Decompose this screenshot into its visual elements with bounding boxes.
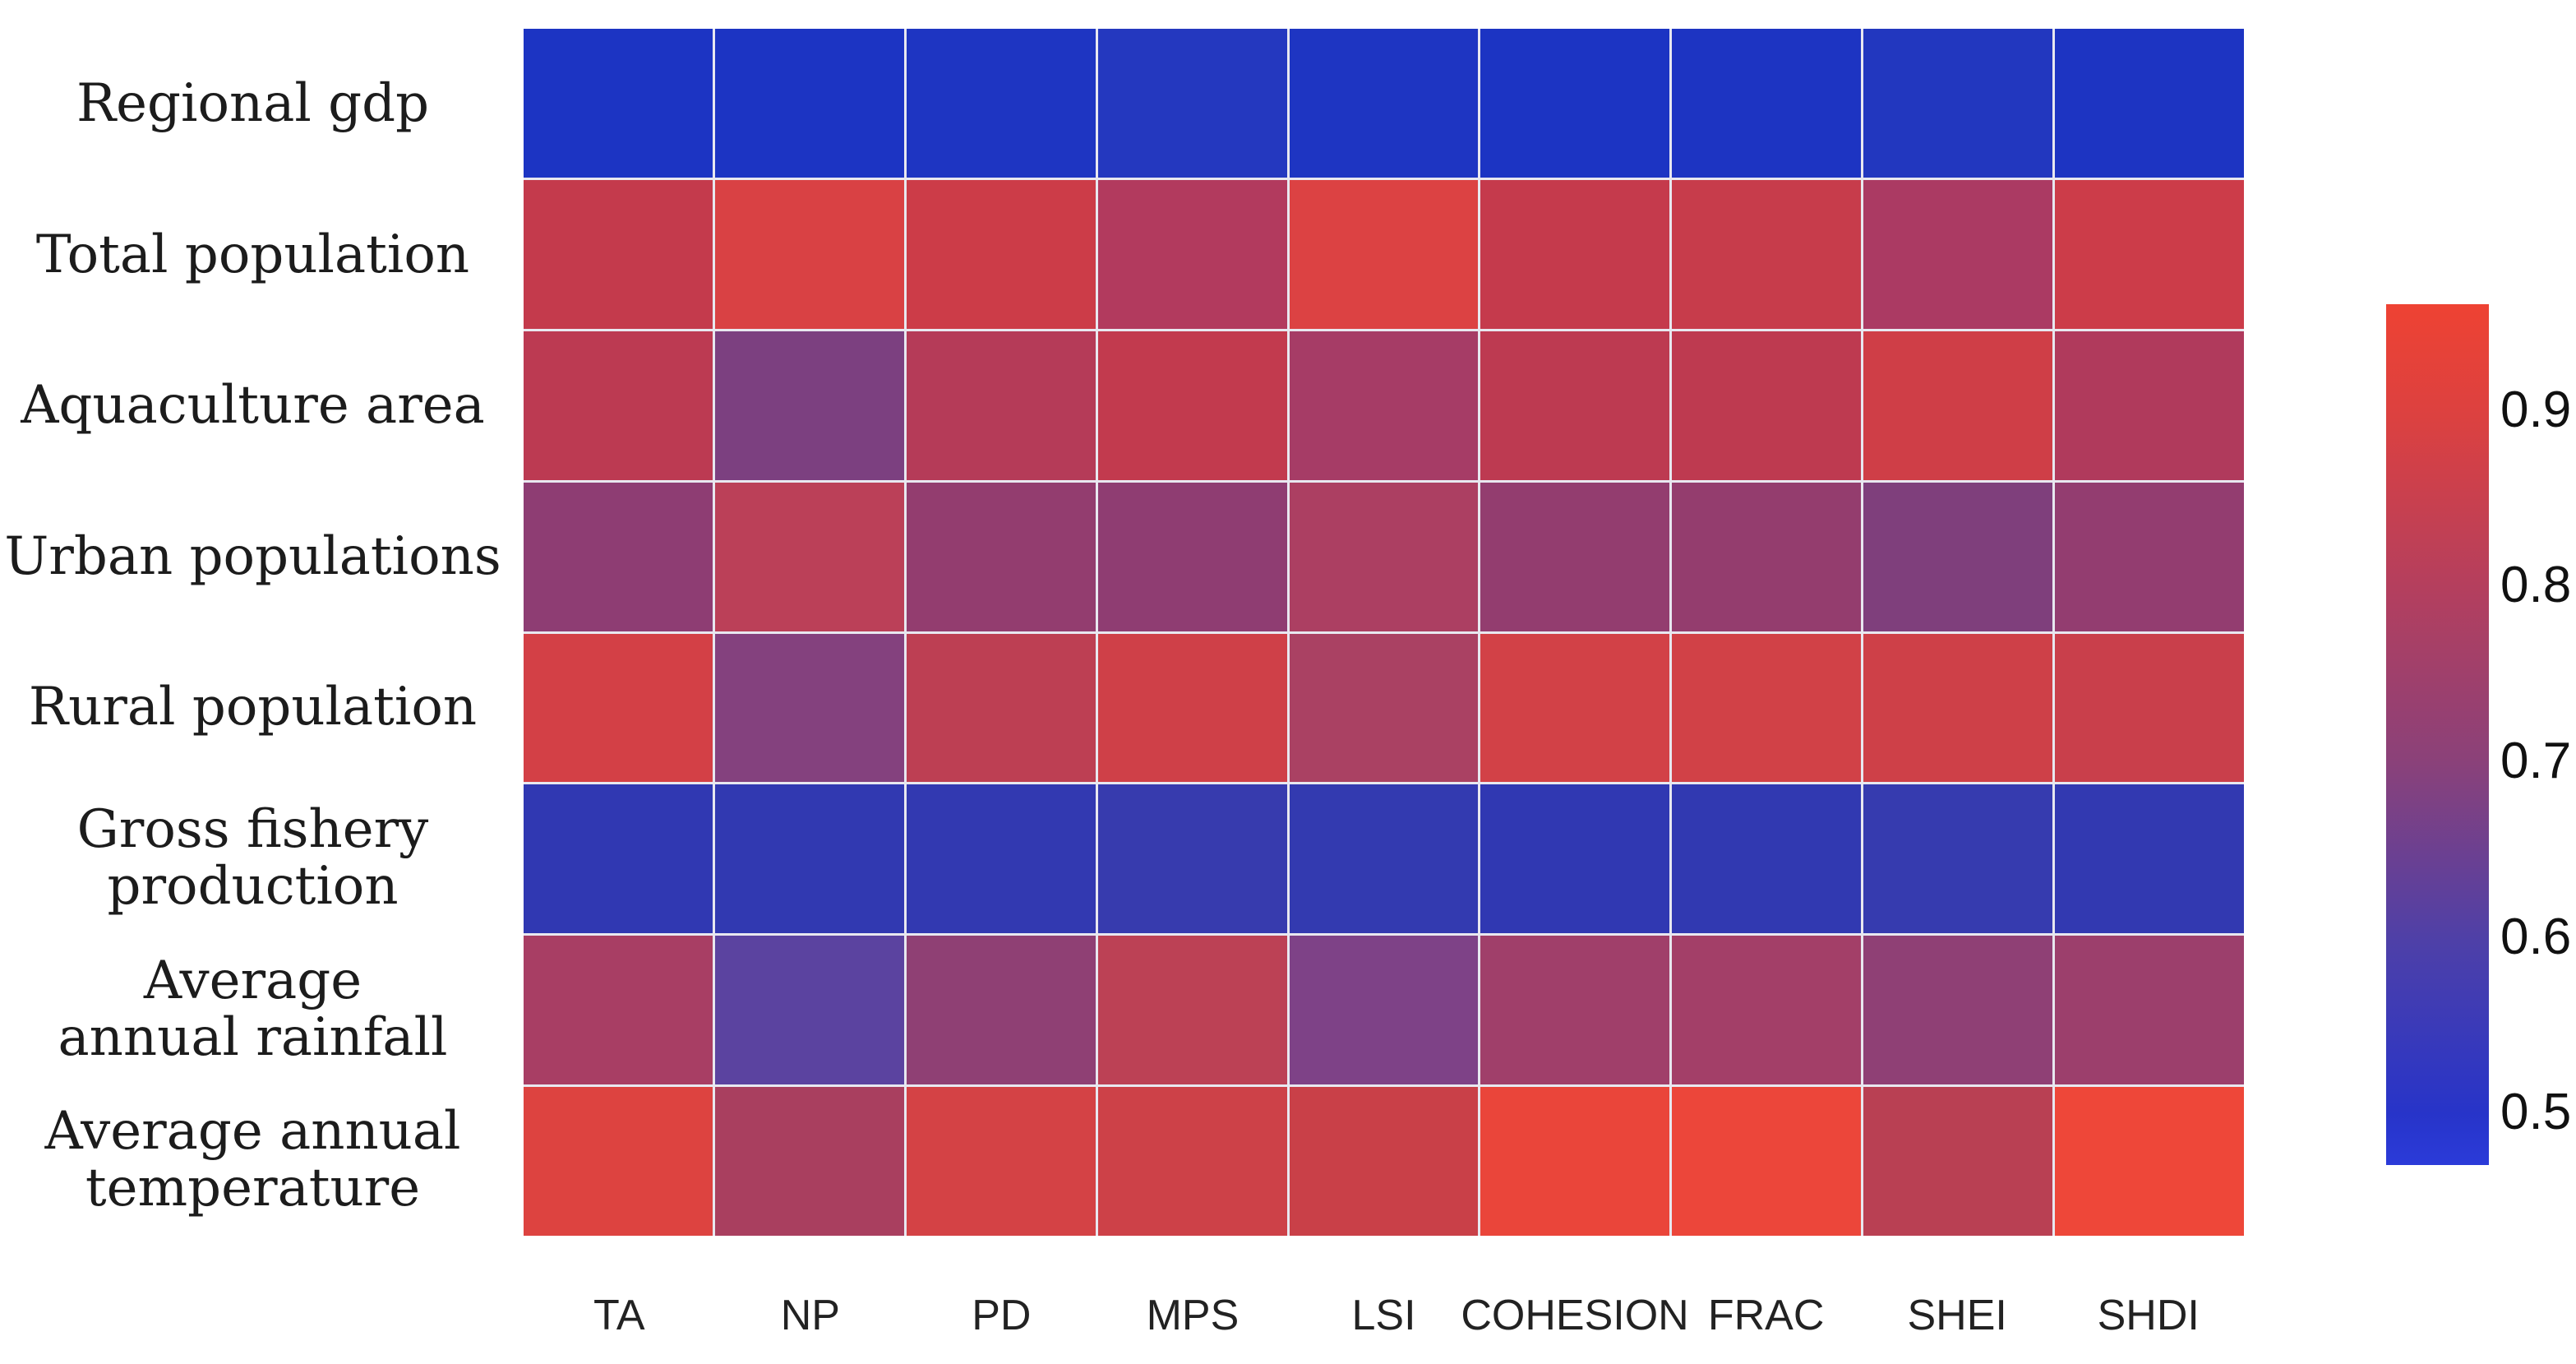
heatmap-cell-total-population-cohesion	[1480, 179, 1670, 329]
heatmap-cell-gross-fishery-production-frac	[1672, 784, 1862, 934]
column-label-np: NP	[780, 1292, 840, 1339]
heatmap-cell-average-annual-temperature-lsi	[1289, 1087, 1479, 1236]
heatmap-cell-aquaculture-area-frac	[1672, 331, 1862, 480]
heatmap-cell-aquaculture-area-lsi	[1289, 331, 1479, 480]
heatmap-cell-average-annual-temperature-mps	[1097, 1087, 1287, 1236]
heatmap-cell-gross-fishery-production-ta	[524, 784, 713, 934]
heatmap-cell-aquaculture-area-shdi	[2055, 331, 2244, 480]
heatmap-cell-rural-population-pd	[906, 633, 1096, 783]
row-label-urban-populations: Urban populations	[4, 525, 501, 587]
heatmap-cell-urban-populations-shdi	[2055, 482, 2244, 631]
colorbar-tick-0.8: 0.8	[2500, 557, 2572, 614]
row-label-regional-gdp: Regional gdp	[76, 73, 430, 135]
heatmap-cell-regional-gdp-lsi	[1289, 29, 1479, 178]
heatmap-cell-regional-gdp-mps	[1097, 29, 1287, 178]
heatmap-cell-total-population-np	[714, 179, 904, 329]
heatmap-grid	[524, 29, 2244, 1236]
heatmap-cell-gross-fishery-production-pd	[906, 784, 1096, 934]
heatmap-cell-average-annual-rainfall-frac	[1672, 936, 1862, 1085]
row-label-gross-fishery-production: Gross fishery production	[76, 799, 429, 918]
heatmap-cell-aquaculture-area-cohesion	[1480, 331, 1670, 480]
heatmap-cell-rural-population-shei	[1863, 633, 2053, 783]
heatmap-cell-average-annual-rainfall-ta	[524, 936, 713, 1085]
colorbar-tick-0.7: 0.7	[2500, 733, 2572, 790]
heatmap-cell-urban-populations-pd	[906, 482, 1096, 631]
column-label-cohesion: COHESION	[1461, 1292, 1689, 1339]
column-label-shdi: SHDI	[2097, 1292, 2200, 1339]
heatmap-cell-average-annual-temperature-np	[714, 1087, 904, 1236]
heatmap-cell-average-annual-rainfall-shei	[1863, 936, 2053, 1085]
heatmap-cell-urban-populations-frac	[1672, 482, 1862, 631]
heatmap-cell-total-population-shdi	[2055, 179, 2244, 329]
heatmap-cell-urban-populations-mps	[1097, 482, 1287, 631]
column-label-lsi: LSI	[1351, 1292, 1416, 1339]
heatmap-cell-average-annual-rainfall-shdi	[2055, 936, 2244, 1085]
row-label-aquaculture-area: Aquaculture area	[21, 375, 485, 437]
heatmap-cell-regional-gdp-pd	[906, 29, 1096, 178]
heatmap-cell-rural-population-cohesion	[1480, 633, 1670, 783]
heatmap-cell-aquaculture-area-np	[714, 331, 904, 480]
heatmap-cell-aquaculture-area-mps	[1097, 331, 1287, 480]
column-label-frac: FRAC	[1707, 1292, 1825, 1339]
heatmap-cell-gross-fishery-production-lsi	[1289, 784, 1479, 934]
heatmap-cell-average-annual-temperature-frac	[1672, 1087, 1862, 1236]
heatmap-cell-total-population-ta	[524, 179, 713, 329]
heatmap-cell-rural-population-ta	[524, 633, 713, 783]
colorbar-tick-0.5: 0.5	[2500, 1084, 2572, 1141]
heatmap-cell-aquaculture-area-pd	[906, 331, 1096, 480]
heatmap-cell-regional-gdp-cohesion	[1480, 29, 1670, 178]
heatmap-cell-rural-population-shdi	[2055, 633, 2244, 783]
heatmap-cell-urban-populations-shei	[1863, 482, 2053, 631]
row-label-average-annual-rainfall: Average annual rainfall	[58, 950, 448, 1068]
heatmap-cell-gross-fishery-production-np	[714, 784, 904, 934]
heatmap-cell-gross-fishery-production-cohesion	[1480, 784, 1670, 934]
heatmap-cell-rural-population-np	[714, 633, 904, 783]
heatmap-cell-average-annual-temperature-shdi	[2055, 1087, 2244, 1236]
colorbar-gradient	[2386, 304, 2489, 1165]
heatmap-cell-average-annual-rainfall-mps	[1097, 936, 1287, 1085]
heatmap-cell-average-annual-rainfall-np	[714, 936, 904, 1085]
heatmap-cell-regional-gdp-ta	[524, 29, 713, 178]
column-label-mps: MPS	[1146, 1292, 1240, 1339]
heatmap-cell-regional-gdp-shdi	[2055, 29, 2244, 178]
heatmap-cell-rural-population-mps	[1097, 633, 1287, 783]
heatmap-cell-average-annual-temperature-cohesion	[1480, 1087, 1670, 1236]
heatmap-cell-gross-fishery-production-shdi	[2055, 784, 2244, 934]
heatmap-cell-regional-gdp-np	[714, 29, 904, 178]
heatmap-cell-total-population-frac	[1672, 179, 1862, 329]
heatmap-cell-gross-fishery-production-mps	[1097, 784, 1287, 934]
heatmap-cell-urban-populations-lsi	[1289, 482, 1479, 631]
heatmap-cell-rural-population-frac	[1672, 633, 1862, 783]
heatmap-cell-rural-population-lsi	[1289, 633, 1479, 783]
row-label-rural-population: Rural population	[28, 677, 478, 738]
row-label-total-population: Total population	[35, 224, 470, 285]
heatmap-cell-average-annual-rainfall-lsi	[1289, 936, 1479, 1085]
heatmap-cell-average-annual-rainfall-cohesion	[1480, 936, 1670, 1085]
heatmap-cell-total-population-shei	[1863, 179, 2053, 329]
colorbar-tick-0.9: 0.9	[2500, 381, 2572, 438]
heatmap-cell-urban-populations-np	[714, 482, 904, 631]
heatmap-cell-urban-populations-cohesion	[1480, 482, 1670, 631]
heatmap-cell-average-annual-rainfall-pd	[906, 936, 1096, 1085]
column-label-ta: TA	[593, 1292, 645, 1339]
heatmap-cell-total-population-pd	[906, 179, 1096, 329]
heatmap-cell-average-annual-temperature-pd	[906, 1087, 1096, 1236]
row-label-average-annual-temperature: Average annual temperature	[44, 1101, 461, 1219]
heatmap-cell-total-population-mps	[1097, 179, 1287, 329]
heatmap-cell-urban-populations-ta	[524, 482, 713, 631]
heatmap-cell-aquaculture-area-ta	[524, 331, 713, 480]
column-label-pd: PD	[972, 1292, 1032, 1339]
column-label-shei: SHEI	[1907, 1292, 2007, 1339]
heatmap-cell-average-annual-temperature-ta	[524, 1087, 713, 1236]
heatmap-cell-gross-fishery-production-shei	[1863, 784, 2053, 934]
heatmap-cell-regional-gdp-frac	[1672, 29, 1862, 178]
heatmap-cell-average-annual-temperature-shei	[1863, 1087, 2053, 1236]
heatmap-cell-total-population-lsi	[1289, 179, 1479, 329]
colorbar-tick-0.6: 0.6	[2500, 908, 2572, 965]
heatmap-cell-regional-gdp-shei	[1863, 29, 2053, 178]
heatmap-cell-aquaculture-area-shei	[1863, 331, 2053, 480]
